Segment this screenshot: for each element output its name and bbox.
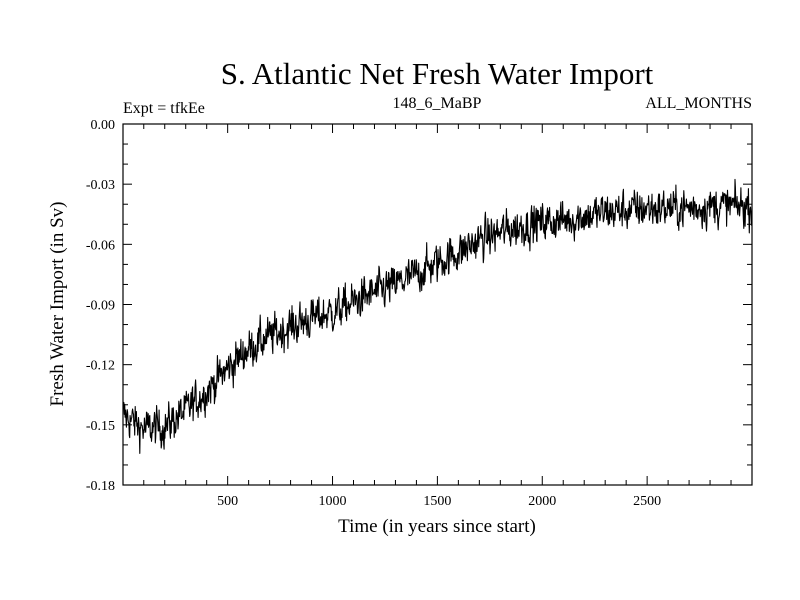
x-tick-label: 2000 bbox=[528, 494, 556, 509]
y-tick-label: -0.15 bbox=[86, 419, 115, 434]
y-axis-title: Fresh Water Import (in Sv) bbox=[47, 202, 68, 407]
y-tick-label: -0.12 bbox=[86, 359, 115, 374]
x-tick-label: 2500 bbox=[633, 494, 661, 509]
y-tick-label: -0.06 bbox=[86, 238, 115, 253]
x-tick-label: 1500 bbox=[423, 494, 451, 509]
chart-title: S. Atlantic Net Fresh Water Import bbox=[221, 56, 654, 91]
y-tick-label: 0.00 bbox=[91, 118, 116, 133]
series-layer bbox=[122, 178, 753, 454]
y-tick-label: -0.09 bbox=[86, 299, 115, 314]
y-tick-label: -0.03 bbox=[86, 178, 115, 193]
tick-layer: 500 1000 1500 2000 2500 0.00 -0.03 -0.06 -0.09 -0… bbox=[86, 118, 752, 509]
x-tick-label: 500 bbox=[217, 494, 238, 509]
x-axis-title: Time (in years since start) bbox=[338, 516, 536, 537]
plot-frame bbox=[122, 123, 753, 486]
months-label: ALL_MONTHS bbox=[645, 95, 752, 112]
experiment-label: Expt = tfkEe bbox=[123, 100, 205, 117]
x-tick-label: 1000 bbox=[319, 494, 347, 509]
period-label: 148_6_MaBP bbox=[393, 95, 482, 112]
y-tick-label: -0.18 bbox=[86, 479, 115, 494]
fresh-water-import-series-line bbox=[122, 178, 753, 454]
